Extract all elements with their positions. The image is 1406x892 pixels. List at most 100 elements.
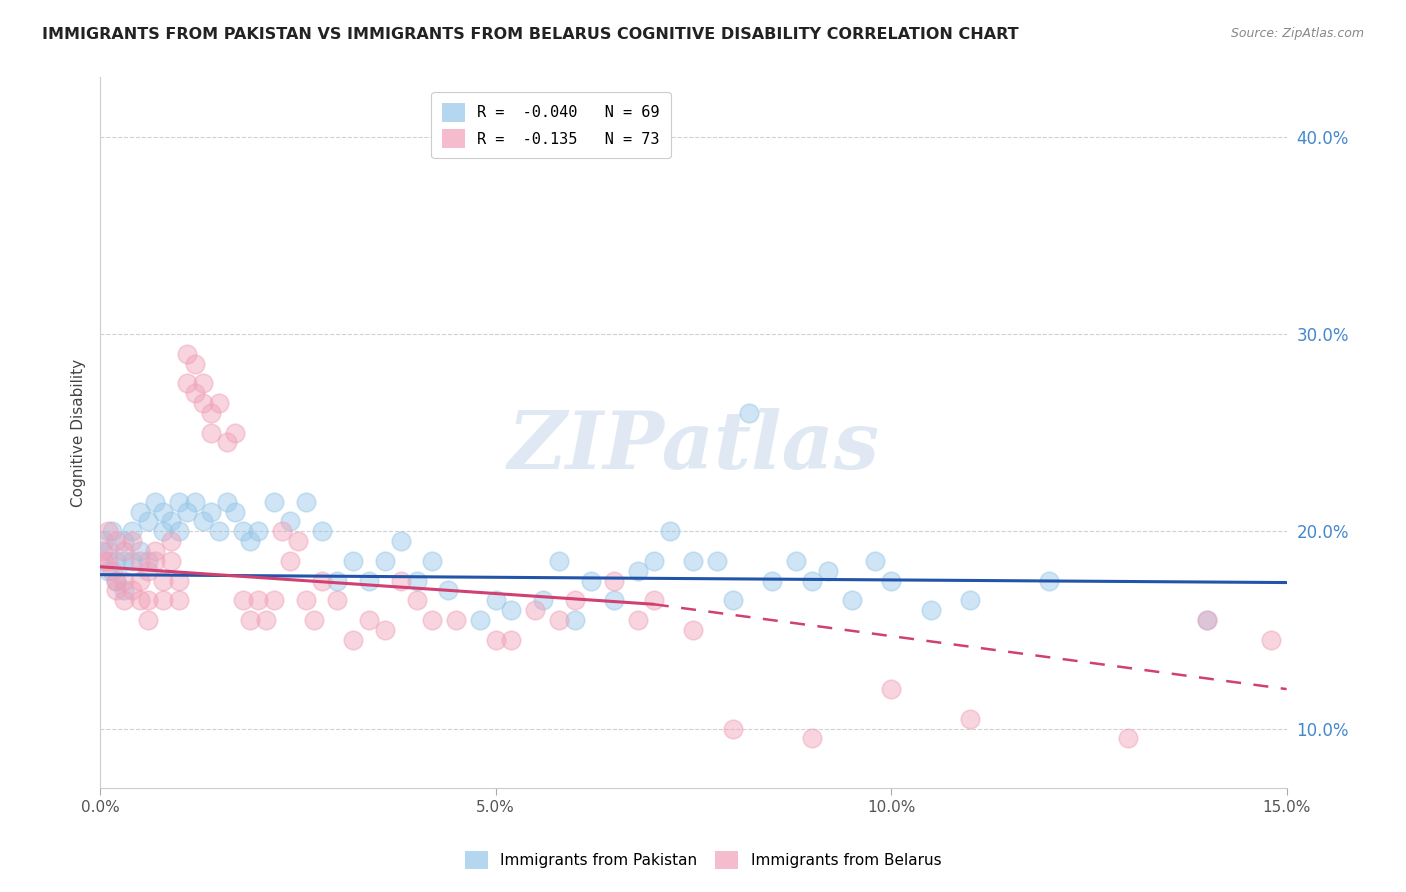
Point — [224, 504, 246, 518]
Point — [101, 524, 124, 539]
Point — [865, 554, 887, 568]
Point — [136, 593, 159, 607]
Point — [263, 593, 285, 607]
Point — [342, 554, 364, 568]
Point — [215, 494, 238, 508]
Point — [524, 603, 547, 617]
Point — [485, 632, 508, 647]
Legend: R =  -0.040   N = 69, R =  -0.135   N = 73: R = -0.040 N = 69, R = -0.135 N = 73 — [432, 92, 671, 159]
Point — [112, 544, 135, 558]
Point — [200, 504, 222, 518]
Point — [128, 504, 150, 518]
Point — [420, 554, 443, 568]
Point — [643, 593, 665, 607]
Point — [191, 515, 214, 529]
Point — [152, 504, 174, 518]
Point — [231, 524, 253, 539]
Point — [136, 564, 159, 578]
Point — [1118, 731, 1140, 746]
Point — [389, 534, 412, 549]
Text: Source: ZipAtlas.com: Source: ZipAtlas.com — [1230, 27, 1364, 40]
Point — [191, 396, 214, 410]
Point — [501, 632, 523, 647]
Point — [311, 524, 333, 539]
Point — [531, 593, 554, 607]
Point — [920, 603, 942, 617]
Point — [184, 494, 207, 508]
Point — [91, 544, 114, 558]
Point — [1197, 613, 1219, 627]
Point — [136, 515, 159, 529]
Point — [564, 593, 586, 607]
Point — [405, 593, 427, 607]
Text: IMMIGRANTS FROM PAKISTAN VS IMMIGRANTS FROM BELARUS COGNITIVE DISABILITY CORRELA: IMMIGRANTS FROM PAKISTAN VS IMMIGRANTS F… — [42, 27, 1019, 42]
Point — [263, 494, 285, 508]
Point — [152, 524, 174, 539]
Point — [374, 623, 396, 637]
Point — [145, 554, 167, 568]
Point — [136, 554, 159, 568]
Point — [191, 376, 214, 391]
Point — [548, 554, 571, 568]
Point — [468, 613, 491, 627]
Point — [761, 574, 783, 588]
Point — [152, 593, 174, 607]
Point — [643, 554, 665, 568]
Point — [128, 574, 150, 588]
Point — [97, 564, 120, 578]
Point — [97, 544, 120, 558]
Point — [104, 554, 127, 568]
Point — [357, 613, 380, 627]
Point — [167, 574, 190, 588]
Point — [294, 593, 316, 607]
Y-axis label: Cognitive Disability: Cognitive Disability — [72, 359, 86, 507]
Point — [112, 534, 135, 549]
Point — [176, 376, 198, 391]
Point — [184, 357, 207, 371]
Point — [136, 613, 159, 627]
Point — [176, 504, 198, 518]
Point — [603, 593, 626, 607]
Point — [627, 564, 650, 578]
Point — [1197, 613, 1219, 627]
Point — [167, 593, 190, 607]
Point — [817, 564, 839, 578]
Point — [93, 534, 115, 549]
Point — [160, 515, 183, 529]
Point — [287, 534, 309, 549]
Point — [121, 534, 143, 549]
Point — [294, 494, 316, 508]
Point — [112, 574, 135, 588]
Point — [437, 583, 460, 598]
Point — [104, 574, 127, 588]
Legend: Immigrants from Pakistan, Immigrants from Belarus: Immigrants from Pakistan, Immigrants fro… — [458, 845, 948, 875]
Point — [603, 574, 626, 588]
Point — [658, 524, 681, 539]
Point — [682, 554, 704, 568]
Point — [128, 593, 150, 607]
Point — [247, 524, 270, 539]
Point — [326, 574, 349, 588]
Point — [167, 524, 190, 539]
Point — [93, 554, 115, 568]
Point — [501, 603, 523, 617]
Point — [311, 574, 333, 588]
Point — [176, 346, 198, 360]
Point — [326, 593, 349, 607]
Point — [101, 564, 124, 578]
Point — [208, 524, 231, 539]
Point — [224, 425, 246, 440]
Point — [128, 554, 150, 568]
Point — [785, 554, 807, 568]
Point — [579, 574, 602, 588]
Point — [357, 574, 380, 588]
Point — [880, 682, 903, 697]
Point — [247, 593, 270, 607]
Point — [208, 396, 231, 410]
Point — [121, 524, 143, 539]
Point — [374, 554, 396, 568]
Point — [564, 613, 586, 627]
Point — [97, 524, 120, 539]
Point — [682, 623, 704, 637]
Point — [112, 554, 135, 568]
